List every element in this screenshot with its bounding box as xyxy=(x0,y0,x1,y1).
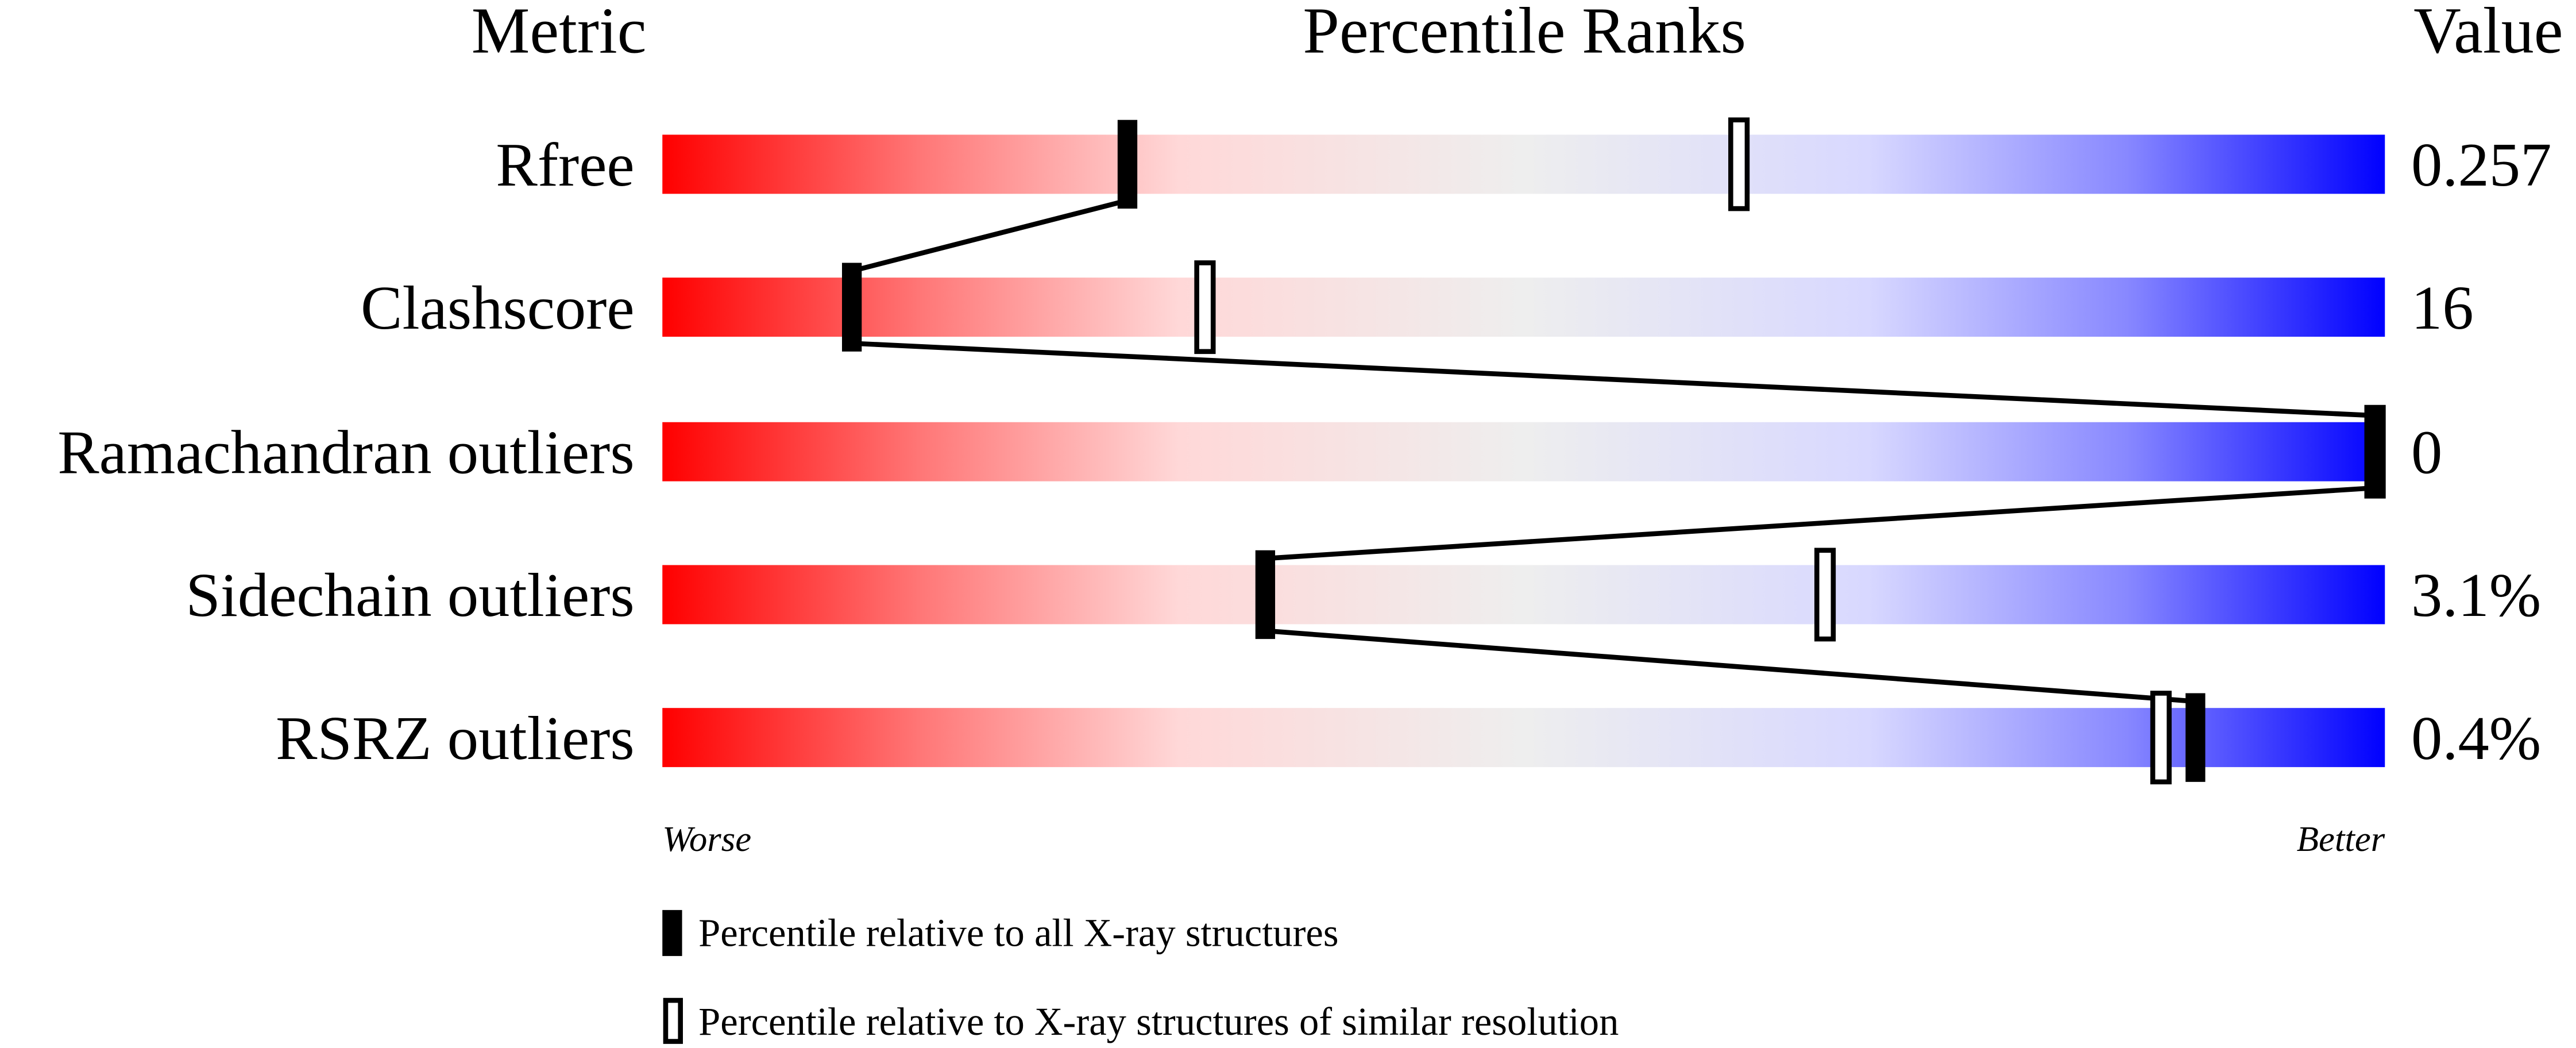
legend-filled-marker xyxy=(662,910,682,956)
all-structures-marker xyxy=(1255,550,1276,639)
metric-label: Rfree xyxy=(496,130,634,199)
legend-filled-label: Percentile relative to all X-ray structu… xyxy=(698,911,1338,955)
percentile-bar xyxy=(662,708,2385,768)
metric-label: Sidechain outliers xyxy=(186,561,634,630)
similar-resolution-marker xyxy=(1728,117,1750,211)
all-structures-marker xyxy=(841,263,862,352)
similar-resolution-marker xyxy=(2150,691,2172,785)
header-percentile-ranks: Percentile Ranks xyxy=(1303,0,1746,67)
axis-label-better: Better xyxy=(2297,819,2385,859)
metric-value: 0 xyxy=(2411,418,2442,487)
all-structures-marker xyxy=(2365,407,2385,496)
all-structures-marker xyxy=(2185,693,2206,782)
legend-open-marker xyxy=(663,997,683,1044)
connector-line xyxy=(1265,485,2376,561)
metric-value: 3.1% xyxy=(2411,561,2541,630)
axis-label-worse: Worse xyxy=(662,819,751,859)
metric-label: RSRZ outliers xyxy=(276,704,635,773)
similar-resolution-marker xyxy=(1194,260,1216,355)
metric-label: Ramachandran outliers xyxy=(57,418,634,487)
percentile-bar xyxy=(662,565,2385,625)
connector-line xyxy=(1265,628,2196,704)
connector-line xyxy=(851,341,2376,418)
percentile-bar xyxy=(662,134,2385,194)
connector-line xyxy=(851,198,1129,273)
metric-label: Clashscore xyxy=(361,273,635,342)
header-metric: Metric xyxy=(472,0,647,67)
percentile-bar xyxy=(662,278,2385,337)
percentile-bar xyxy=(662,422,2385,481)
metric-value: 16 xyxy=(2411,273,2474,342)
metric-value: 0.4% xyxy=(2411,704,2541,773)
legend-open-label: Percentile relative to X-ray structures … xyxy=(698,1000,1619,1043)
header-value: Value xyxy=(2413,0,2563,67)
all-structures-marker xyxy=(1117,120,1138,209)
similar-resolution-marker xyxy=(1814,548,1836,642)
metric-value: 0.257 xyxy=(2411,130,2551,199)
